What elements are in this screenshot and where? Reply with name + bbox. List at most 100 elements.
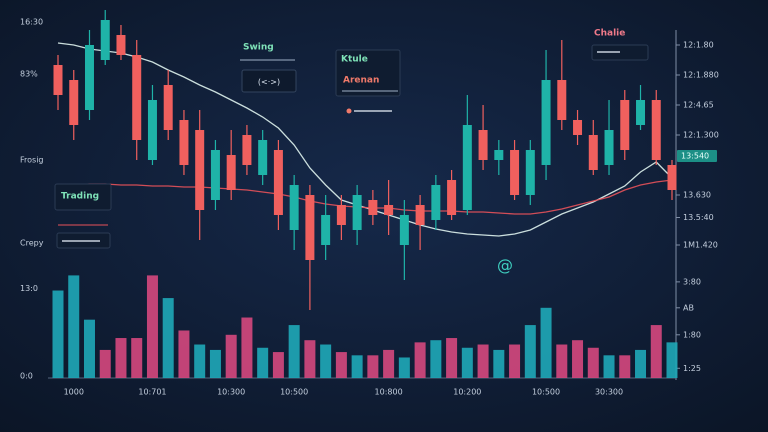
volume-bar [493, 349, 505, 378]
candle-body [399, 215, 409, 245]
candle-body [588, 135, 598, 170]
volume-bar [68, 275, 80, 378]
candle-body [210, 150, 220, 200]
candle-body [620, 100, 630, 150]
volume-bar [367, 355, 379, 378]
volume-bar [446, 338, 458, 378]
x-tick-label: 30:300 [595, 388, 623, 397]
x-tick-label: 10:500 [280, 388, 308, 397]
candle-body [447, 180, 457, 215]
volume-bar [225, 334, 237, 378]
marks: 12:1.80 12:1.880 12:4.65 12:1.300 13.630 13.5… [20, 10, 719, 397]
annotation-dot [346, 108, 352, 114]
candle-body [510, 150, 520, 195]
annotation: (<·>) [258, 78, 280, 87]
x-tick-label: 10:200 [453, 388, 481, 397]
candle-body [163, 85, 173, 130]
candle-body [100, 20, 110, 60]
annotation: Chalie [594, 29, 625, 39]
candle-body [462, 125, 472, 210]
y-tick-label: 13.5:40 [683, 213, 714, 222]
volume-bar [383, 349, 395, 378]
x-tick-label: 10:500 [532, 388, 560, 397]
volume-bar [351, 355, 363, 378]
volume-bar [131, 338, 143, 378]
volume-bar [635, 349, 647, 378]
annotation: Trading [61, 192, 99, 202]
annotation-box [54, 183, 112, 211]
candle-body [195, 130, 205, 210]
candle-body [415, 205, 425, 225]
volume-bar [320, 344, 332, 378]
volume-bar [241, 317, 253, 378]
y-tick-label: 1M1.420 [683, 241, 718, 250]
candle-body [132, 55, 142, 140]
volume-bar [430, 340, 442, 378]
candle-body [336, 205, 346, 225]
y-tick-label: 12:1.80 [683, 41, 714, 50]
volume-bar [603, 355, 615, 378]
moving-average [58, 179, 673, 215]
volume-bar [335, 352, 347, 378]
volume-bar [461, 347, 473, 378]
candle-body [667, 165, 677, 190]
annotation-box [241, 69, 297, 93]
annotation: Arenan [343, 76, 379, 86]
volume-bar [650, 325, 662, 378]
candle-body [116, 35, 126, 55]
annotation: Ktule [341, 55, 368, 65]
volume-bar [83, 319, 95, 378]
volume-bar [52, 290, 64, 378]
candle-body [242, 135, 252, 165]
volume-bar [304, 340, 316, 378]
candle-body [604, 130, 614, 165]
y-tick-label: 12:1.300 [683, 131, 719, 140]
current-price-box [677, 150, 717, 162]
candle-body [273, 150, 283, 215]
candle-body [541, 80, 551, 165]
volume-bar [556, 344, 568, 378]
candle-body [352, 195, 362, 230]
left-tick-label: Frosig [20, 156, 44, 165]
x-tick-label: 10:701 [138, 388, 166, 397]
volume-bar [272, 352, 284, 378]
candle-body [289, 185, 299, 230]
x-tick-label: 10:800 [375, 388, 403, 397]
candle-body [636, 100, 646, 125]
volume-bar [398, 357, 410, 378]
candle-body [478, 130, 488, 160]
candle-body [226, 155, 236, 190]
left-tick-label: 13:0 [20, 284, 38, 293]
volume-bar [619, 355, 631, 378]
candle-body [368, 200, 378, 215]
x-tick-label: 10:300 [217, 388, 245, 397]
left-tick-label: 0:0 [20, 371, 33, 380]
volume-bar [178, 330, 190, 378]
candle-body [573, 120, 583, 135]
volume-bar [209, 349, 221, 378]
y-tick-label: 3:80 [683, 277, 701, 286]
volume-bar [115, 338, 127, 378]
volume-bar [288, 325, 300, 378]
annotation-box [335, 49, 401, 97]
candle-body [431, 185, 441, 220]
candle-body [69, 80, 79, 125]
volume-bar [666, 342, 678, 378]
annotation: @ [497, 256, 513, 275]
volume-bar [99, 349, 111, 378]
volume-bar [509, 344, 521, 378]
volume-bar [477, 344, 489, 378]
left-tick-label: 16:30 [20, 18, 43, 27]
volume-bar [524, 325, 536, 378]
annotation: Swing [243, 43, 274, 53]
current-price-label: 13:540 [681, 152, 709, 161]
volume-bar [572, 340, 584, 378]
volume-bar [257, 347, 269, 378]
y-tick-label: AB [683, 303, 694, 312]
y-tick-label: 12:1.880 [683, 71, 719, 80]
y-tick-label: 12:4.65 [683, 101, 714, 110]
candle-body [147, 100, 157, 160]
candle-body [651, 100, 661, 160]
